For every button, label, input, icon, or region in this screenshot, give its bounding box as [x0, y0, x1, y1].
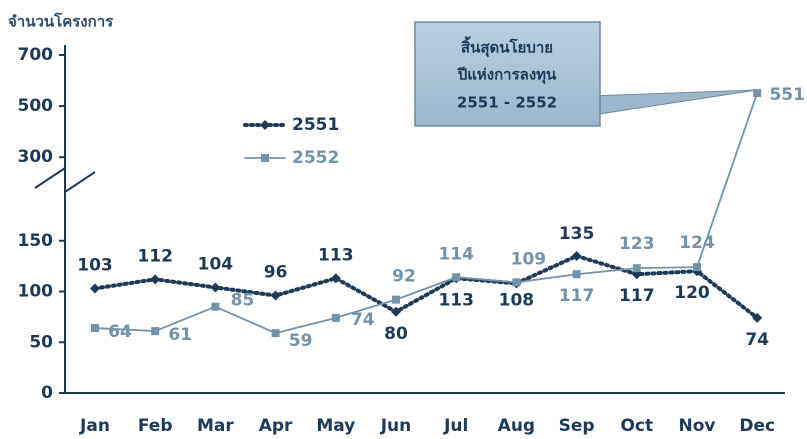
marker [151, 327, 160, 336]
callout-text: 2551 - 2552 [457, 94, 557, 112]
marker [210, 282, 221, 293]
x-tick-label: Oct [620, 416, 653, 436]
data-label: 120 [674, 283, 710, 303]
data-label: 124 [679, 233, 715, 253]
data-label: 117 [619, 286, 655, 306]
legend-marker [260, 120, 270, 130]
x-tick-label: Jan [79, 416, 110, 436]
axis-break [34, 166, 96, 194]
y-tick-label: 700 [18, 45, 54, 65]
marker [91, 324, 99, 333]
data-label: 64 [108, 322, 132, 342]
x-tick-label: Jul [443, 416, 468, 436]
callout-box [414, 21, 601, 127]
data-label: 114 [438, 244, 474, 264]
y-tick-label: 150 [18, 231, 54, 251]
legend-label: 2551 [292, 115, 339, 135]
marker [211, 302, 220, 311]
marker [512, 278, 521, 287]
marker [90, 283, 100, 294]
x-tick-label: Feb [138, 416, 173, 436]
data-label: 85 [231, 291, 255, 311]
x-tick-label: Apr [259, 416, 293, 436]
data-label: 74 [351, 310, 375, 330]
series-line [93, 253, 760, 320]
marker [572, 270, 581, 279]
data-label: 113 [318, 245, 354, 265]
data-label: 59 [289, 331, 313, 351]
x-tick-label: Jun [380, 416, 412, 436]
marker [271, 329, 280, 338]
x-tick-label: May [316, 416, 355, 436]
data-label: 117 [559, 286, 595, 306]
marker [693, 263, 701, 272]
marker [391, 306, 401, 317]
data-label: 112 [137, 246, 173, 266]
marker [270, 290, 281, 301]
marker [752, 312, 763, 323]
marker [330, 273, 341, 284]
marker [632, 264, 641, 273]
y-axis-label: จำนวนโครงการ [8, 12, 114, 31]
data-label: 135 [559, 224, 595, 244]
marker [452, 273, 461, 282]
marker [392, 295, 400, 304]
series-line [94, 92, 759, 335]
marker [331, 313, 340, 322]
data-label: 103 [77, 255, 113, 275]
x-tick-label: Dec [739, 416, 775, 436]
callout-text: ปีแห่งการลงทุน [457, 66, 557, 85]
data-label: 113 [438, 290, 474, 310]
marker [753, 89, 762, 98]
data-label: 92 [392, 267, 416, 287]
data-label: 74 [745, 330, 769, 350]
y-tick-label: 500 [18, 96, 54, 116]
data-label: 61 [168, 325, 192, 345]
data-label: 80 [384, 324, 408, 344]
y-tick-label: 300 [18, 147, 54, 167]
legend-marker [261, 154, 269, 162]
marker [150, 274, 161, 285]
data-label: 123 [619, 234, 655, 254]
data-label: 109 [511, 249, 547, 269]
y-tick-label: 0 [41, 383, 53, 403]
x-tick-label: Aug [498, 416, 535, 436]
y-tick-label: 50 [29, 332, 53, 352]
data-label: 104 [198, 254, 234, 274]
x-tick-label: Sep [559, 416, 595, 436]
data-label: 96 [264, 263, 288, 283]
callout-text: สิ้นสุดนโยบาย [461, 36, 553, 58]
legend-label: 2552 [292, 148, 339, 168]
x-tick-label: Mar [197, 416, 234, 436]
data-label: 108 [499, 290, 535, 310]
marker [571, 250, 582, 261]
data-label: 551 [769, 85, 805, 105]
x-tick-label: Nov [679, 416, 716, 436]
y-tick-label: 100 [18, 282, 54, 302]
